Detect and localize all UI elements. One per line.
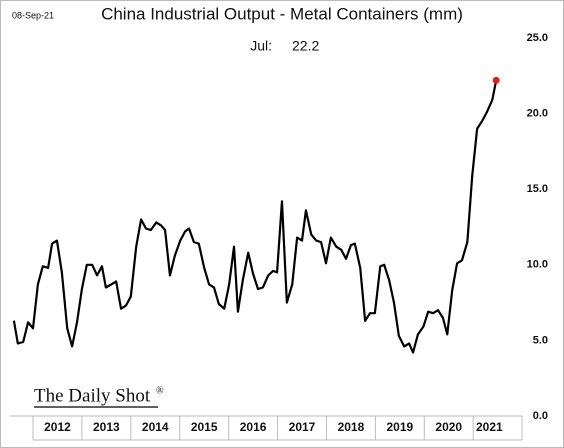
x-tick-label: 2021	[476, 420, 503, 434]
y-tick-label: 20.0	[527, 108, 548, 120]
x-tick-label: 2016	[240, 420, 267, 434]
y-tick-label: 0.0	[533, 410, 548, 422]
x-tick-label: 2012	[44, 420, 71, 434]
data-line	[12, 80, 498, 354]
y-tick-label: 15.0	[527, 183, 548, 195]
x-tick-label: 2018	[338, 420, 365, 434]
last-point-marker	[492, 76, 500, 84]
y-tick-label: 10.0	[527, 259, 548, 271]
x-tick-label: 2013	[93, 420, 120, 434]
date-stamp: 08-Sep-21	[12, 10, 54, 20]
y-tick-label: 25.0	[527, 32, 548, 44]
watermark-mark: ®	[156, 385, 164, 396]
x-tick-label: 2017	[289, 420, 316, 434]
chart-title: China Industrial Output - Metal Containe…	[101, 4, 463, 23]
annotation-label: Jul:	[250, 38, 272, 54]
annotation-value: 22.2	[292, 38, 319, 54]
y-tick-label: 5.0	[533, 334, 548, 346]
watermark: The Daily Shot ®	[34, 385, 164, 408]
x-tick-label: 2020	[435, 420, 462, 434]
x-tick-label: 2014	[142, 420, 169, 434]
x-tick-label: 2019	[386, 420, 413, 434]
watermark-text: The Daily Shot	[34, 385, 151, 406]
x-tick-label: 2015	[191, 420, 218, 434]
